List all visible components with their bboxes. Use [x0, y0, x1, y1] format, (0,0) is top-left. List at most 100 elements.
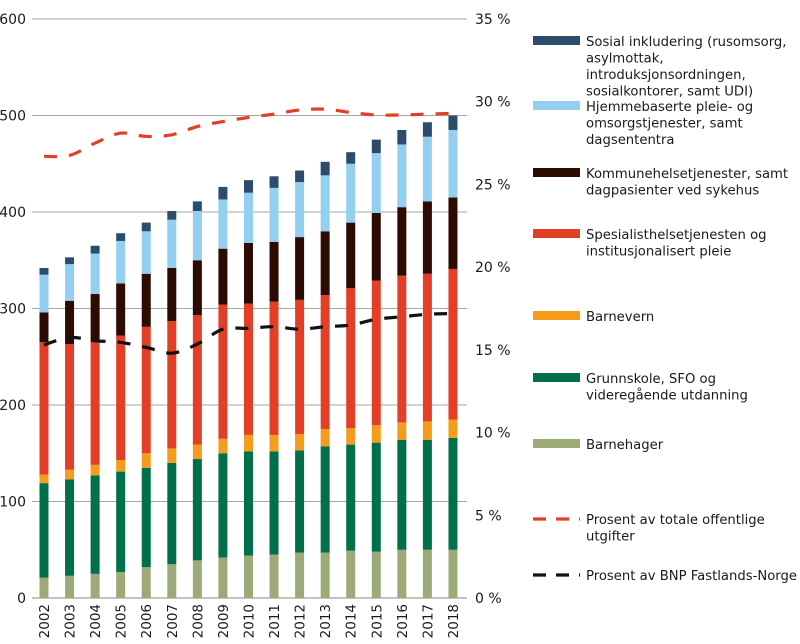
bar-segment — [269, 187, 279, 242]
bar-segment — [269, 301, 279, 435]
x-tick-label: 2002 — [37, 604, 53, 638]
legend-swatch — [533, 229, 580, 238]
bar-segment — [346, 288, 356, 429]
legend-swatch — [533, 373, 580, 382]
legend-label: Prosent av BNP Fastlands-Norge — [586, 569, 797, 584]
bar-segment — [448, 437, 458, 550]
legend-item: Prosent av totale offentlige utgifter — [533, 513, 765, 545]
bar-segment — [269, 554, 279, 598]
legend-label: asylmottak, — [586, 52, 664, 67]
bar-segment — [295, 237, 305, 300]
bar-segment — [243, 192, 253, 243]
bar-segment — [90, 245, 100, 254]
bar-segment — [192, 444, 202, 460]
legend-label: Grunnskole, SFO og — [586, 372, 716, 387]
bar-segment — [39, 483, 49, 578]
x-tick-label: 2015 — [369, 604, 385, 638]
bar-segment — [90, 573, 100, 598]
bar-segment — [141, 231, 151, 274]
bar-segment — [320, 294, 330, 430]
bar-segment — [371, 139, 381, 154]
bar-segment — [192, 459, 202, 561]
bar-segment — [39, 577, 49, 598]
legend-item: Kommunehelsetjenester, samt dagpasienter … — [533, 167, 788, 199]
bar-segment — [116, 460, 126, 472]
y-tick-label: 0 — [17, 591, 26, 607]
bar-segment — [422, 421, 432, 440]
bar-segment — [141, 326, 151, 454]
bar-segment — [295, 450, 305, 553]
bar-segment — [422, 122, 432, 137]
bar-segment — [269, 241, 279, 302]
bar-segment — [448, 197, 458, 269]
x-tick-label: 2018 — [446, 604, 462, 638]
bar-segment — [167, 211, 177, 220]
bar-segment — [218, 186, 228, 200]
bar-segment — [448, 129, 458, 198]
bar-segment — [346, 428, 356, 445]
x-tick-label: 2017 — [420, 604, 436, 638]
y2-tick-label: 10 % — [475, 426, 511, 442]
bar-segment — [320, 552, 330, 598]
legend-swatch — [533, 36, 580, 45]
bar-segment — [218, 438, 228, 454]
bar-segment — [39, 474, 49, 484]
bar-segment — [448, 268, 458, 420]
bar-segment — [346, 444, 356, 551]
bar-segment — [295, 433, 305, 451]
bar-segment — [295, 170, 305, 183]
bar-segment — [167, 321, 177, 449]
legend-swatch — [533, 168, 580, 177]
y-tick-label: 200 — [0, 398, 26, 414]
x-tick-label: 2016 — [395, 604, 411, 638]
x-tick-label: 2005 — [114, 604, 130, 638]
legend-item: Barnehager — [533, 438, 664, 453]
bar-segment — [346, 163, 356, 223]
legend-label: introduksjonsordningen, — [586, 68, 746, 83]
bar-segment — [116, 471, 126, 572]
x-tick-label: 2010 — [241, 604, 257, 638]
bar-segment — [141, 273, 151, 327]
x-tick-label: 2009 — [216, 604, 232, 638]
bar-segment — [320, 161, 330, 176]
bar-segment — [346, 152, 356, 164]
bar-segment — [243, 242, 253, 304]
legend-item: Sosial inkludering (rusomsorg, asylmottak… — [533, 35, 787, 100]
bar-segment — [269, 176, 279, 188]
bar-segment — [243, 451, 253, 556]
bar-segment — [116, 233, 126, 241]
bar-segment — [269, 434, 279, 452]
bar-segment — [39, 342, 49, 475]
bar-segment — [448, 549, 458, 598]
bar-segment — [243, 434, 253, 452]
x-tick-label: 2008 — [190, 604, 206, 638]
bar-segment — [295, 299, 305, 434]
bar-segment — [422, 201, 432, 274]
bar-segment — [295, 182, 305, 238]
x-tick-label: 2004 — [88, 604, 104, 638]
bar-segment — [65, 344, 75, 470]
bar-segment — [65, 257, 75, 265]
bar-segment — [397, 275, 407, 423]
y-tick-label: 400 — [0, 205, 26, 221]
bar-segment — [371, 212, 381, 281]
legend-label: Prosent av totale offentlige — [586, 513, 765, 528]
y-tick-label: 500 — [0, 109, 26, 125]
bar-segment — [141, 222, 151, 232]
bar-segment — [90, 464, 100, 476]
y-axis-right: 0 % 5 % 10 % 15 % 20 % 25 % 30 % 35 % — [475, 12, 511, 607]
bar-segment — [295, 552, 305, 598]
y2-tick-label: 35 % — [475, 12, 511, 28]
bar-segment — [141, 567, 151, 598]
bar-segment — [90, 294, 100, 343]
bar-segment — [90, 342, 100, 465]
x-tick-label: 2006 — [139, 604, 155, 638]
legend-label: videregående utdanning — [586, 387, 748, 404]
bar-segment — [90, 475, 100, 574]
bar-segment — [243, 303, 253, 435]
bar-segment — [167, 462, 177, 565]
bar-segment — [397, 549, 407, 598]
bar-segment — [116, 571, 126, 598]
legend-item: Hjemmebaserte pleie- og omsorgstjenester,… — [533, 100, 753, 148]
